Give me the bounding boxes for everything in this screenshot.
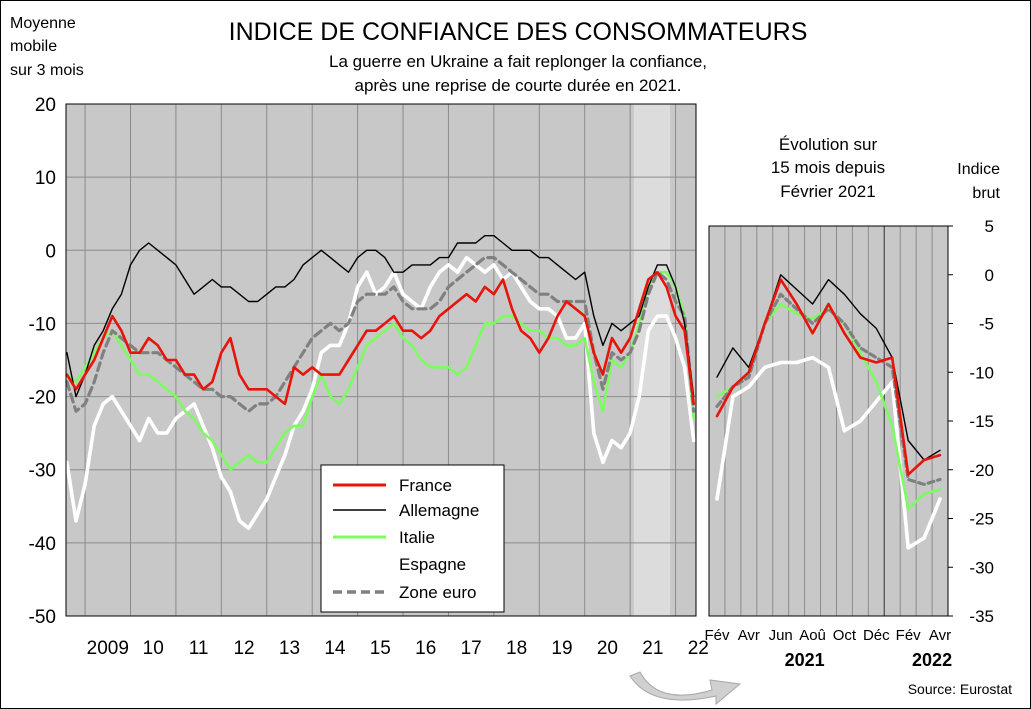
main-x-tick-label: 21 — [642, 638, 663, 659]
main-y-tick-labels: 20 10 0 -10 -20 -30 -40 -50 — [29, 95, 56, 628]
inset-month-label: Avr — [738, 627, 760, 644]
main-y-tick-label: -40 — [29, 534, 56, 555]
main-x-tick-labels: 2009 10 11 12 13 14 15 16 17 18 19 20 21 22 — [87, 638, 709, 659]
legend: France Allemagne Italie Espagne Zone eur… — [320, 464, 505, 613]
main-series-france — [65, 270, 696, 406]
inset-y-tick-labels: 5 0 -5 -10 -15 -20 -25 -30 -35 — [948, 217, 994, 626]
chart-subtitle-line1: La guerre en Ukraine a fait replonger la… — [329, 52, 707, 71]
main-x-tick-label: 2009 — [87, 638, 129, 659]
inset-month-label: Fév — [896, 627, 922, 644]
main-series-espagne — [65, 255, 696, 531]
inset-ylabel-line2: brut — [972, 185, 1000, 202]
main-y-tick-label: 0 — [45, 241, 56, 262]
inset-year-label: 2022 — [912, 650, 952, 670]
main-x-tick-label: 14 — [324, 638, 346, 659]
inset-title-line1: Évolution sur — [779, 135, 878, 154]
inset-y-tick-label: -15 — [969, 412, 994, 431]
inset-month-label: Fév — [704, 627, 730, 644]
main-series-italie — [65, 270, 696, 472]
main-x-tick-label: 13 — [279, 638, 300, 659]
inset-month-label: Oct — [833, 627, 857, 644]
main-y-tick-label: -10 — [29, 314, 56, 335]
inset-y-tick-label: -25 — [969, 510, 994, 529]
main-x-tick-label: 22 — [688, 638, 709, 659]
inset-plot-background — [709, 226, 948, 616]
inset-month-label: Aoû — [799, 627, 826, 644]
main-ylabel-line3: sur 3 mois — [10, 62, 84, 79]
main-y-tick-label: -30 — [29, 461, 56, 482]
chart-title: INDICE DE CONFIANCE DES CONSOMMATEURS — [229, 18, 808, 46]
curved-arrow-icon — [629, 671, 742, 706]
inset-month-label: Jun — [769, 627, 793, 644]
inset-x-tick-labels: Fév Avr Jun Aoû Oct Déc Fév Avr 2021 2022 — [704, 627, 952, 670]
main-x-tick-label: 10 — [143, 638, 164, 659]
transition-arrow — [629, 671, 742, 706]
inset-y-tick-label: -10 — [969, 363, 994, 382]
legend-label-italie: Italie — [399, 528, 435, 547]
main-y-tick-label: -20 — [29, 388, 56, 409]
main-y-tick-label: 10 — [35, 168, 56, 189]
inset-plot: 5 0 -5 -10 -15 -20 -25 -30 -35 Fév Avr Jun Aoû Oct Dé… — [704, 217, 994, 670]
legend-label-france: France — [399, 476, 452, 495]
main-highlight-band — [633, 104, 671, 616]
inset-month-label: Avr — [929, 627, 951, 644]
inset-ylabel-line1: Indice — [957, 161, 1000, 178]
main-series-lines — [65, 234, 696, 531]
inset-year-label: 2021 — [785, 650, 825, 670]
inset-y-tick-label: -5 — [979, 315, 994, 334]
main-x-tick-label: 15 — [370, 638, 391, 659]
source-note: Source: Eurostat — [908, 681, 1012, 697]
inset-y-tick-label: -20 — [969, 461, 994, 480]
inset-series-lines — [715, 274, 942, 550]
inset-y-tick-label: -30 — [969, 558, 994, 577]
inset-y-tick-label: 5 — [985, 217, 994, 236]
main-plot-frame — [65, 103, 697, 617]
inset-series-espagne — [715, 355, 942, 550]
inset-y-tick-label: -35 — [969, 607, 994, 626]
main-x-tick-label: 12 — [233, 638, 254, 659]
main-y-tick-label: -50 — [29, 607, 56, 628]
inset-y-tick-label: 0 — [985, 266, 994, 285]
main-x-tick-label: 16 — [415, 638, 436, 659]
main-ylabel-line1: Moyenne — [10, 15, 76, 32]
main-gridlines — [66, 104, 696, 616]
main-x-tick-label: 18 — [506, 638, 527, 659]
main-series-allemagne — [66, 234, 695, 398]
main-x-tick-label: 20 — [597, 638, 618, 659]
legend-label-zone-euro: Zone euro — [399, 583, 477, 602]
main-x-tick-label: 17 — [461, 638, 482, 659]
main-series-zone-euro — [65, 256, 696, 413]
inset-title-line2: 15 mois depuis — [771, 158, 885, 177]
legend-label-allemagne: Allemagne — [399, 501, 479, 520]
main-ylabel-line2: mobile — [10, 38, 57, 55]
inset-month-label: Déc — [863, 627, 890, 644]
chart-subtitle-line2: après une reprise de courte durée en 202… — [354, 76, 681, 95]
main-y-tick-label: 20 — [35, 95, 56, 116]
inset-series-france — [715, 278, 942, 476]
inset-title-line3: Février 2021 — [780, 182, 875, 201]
main-x-tick-label: 19 — [551, 638, 572, 659]
legend-label-espagne: Espagne — [399, 555, 466, 574]
main-x-tick-label: 11 — [189, 638, 209, 659]
